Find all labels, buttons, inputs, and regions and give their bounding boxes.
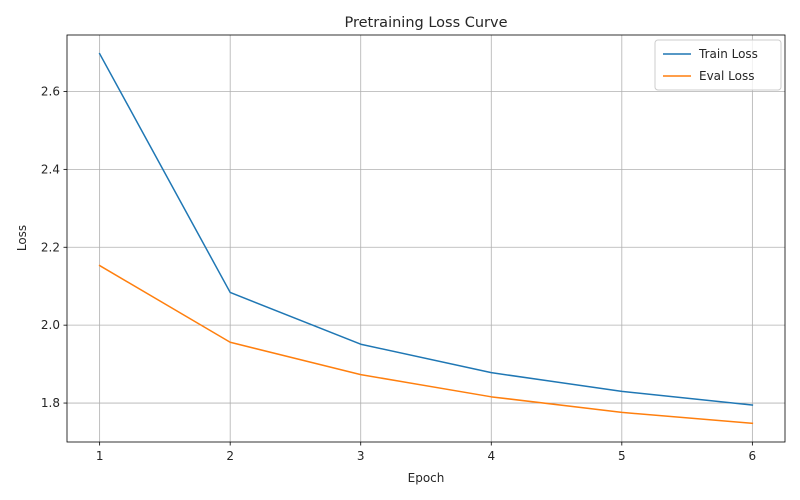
- x-tick-label: 3: [357, 449, 365, 463]
- y-axis-label: Loss: [15, 225, 29, 251]
- y-axis-ticks: 1.8 2.0 2.2 2.4 2.6: [41, 84, 67, 410]
- series-line-train-loss: [98, 52, 754, 406]
- legend: Train Loss Eval Loss: [654, 39, 782, 91]
- x-tick-label: 1: [96, 449, 104, 463]
- plot-frame: [66, 34, 786, 443]
- x-axis-label: Epoch: [408, 471, 445, 485]
- legend-label-eval-loss: Eval Loss: [699, 69, 755, 83]
- y-tick-label: 2.4: [41, 162, 60, 176]
- series-lines: [98, 52, 754, 425]
- y-tick-label: 2.0: [41, 318, 60, 332]
- y-tick-label: 2.2: [41, 240, 60, 254]
- y-tick-label: 2.6: [41, 84, 60, 98]
- grid-lines: [67, 35, 785, 442]
- chart-title: Pretraining Loss Curve: [344, 15, 507, 31]
- x-axis-ticks: 1 2 3 4 5 6: [96, 442, 756, 463]
- x-tick-label: 6: [749, 449, 757, 463]
- x-tick-label: 4: [487, 449, 495, 463]
- legend-box: [654, 39, 782, 91]
- x-tick-label: 2: [226, 449, 234, 463]
- x-tick-label: 5: [618, 449, 626, 463]
- legend-label-train-loss: Train Loss: [698, 47, 758, 61]
- y-tick-label: 1.8: [41, 396, 60, 410]
- series-line-eval-loss: [98, 264, 754, 425]
